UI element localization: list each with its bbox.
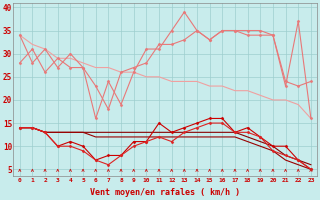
X-axis label: Vent moyen/en rafales ( km/h ): Vent moyen/en rafales ( km/h ) [90, 188, 240, 197]
